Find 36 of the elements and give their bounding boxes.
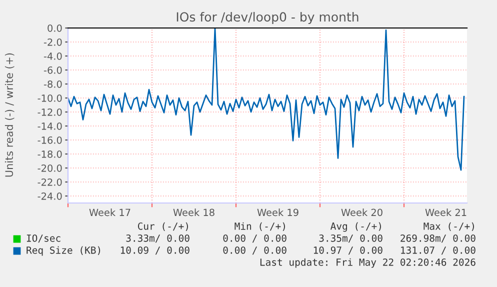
y-tick-label: -16.0 [38, 136, 62, 144]
y-tick-label: -2.0 [44, 38, 62, 46]
text: 10.09 / 0.00 [120, 246, 190, 255]
text: 269.98m/ 0.00 [400, 234, 476, 243]
y-tick-label: -10.0 [38, 94, 62, 102]
x-tick-label: Week 18 [173, 208, 214, 216]
y-tick-label: -24.0 [38, 192, 62, 200]
text: Cur (-/+) [138, 222, 188, 231]
y-tick-label: -14.0 [38, 122, 62, 130]
legend-label: IO/sec [26, 234, 60, 243]
text: 131.07 / 0.00 [401, 246, 476, 255]
y-tick-label: -20.0 [38, 164, 62, 172]
legend-label: Req Size (KB) [26, 246, 100, 256]
text: Last update: Fri May 22 02:20:46 2026 [260, 258, 476, 268]
y-tick-label: 0.0 [48, 24, 62, 32]
x-tick-label: Week 17 [89, 208, 130, 216]
text: 0.00 / 0.00 [223, 246, 286, 255]
y-tick-label: -12.0 [38, 108, 62, 116]
y-tick-label: -4.0 [44, 52, 62, 60]
text: 0.00 / 0.00 [223, 234, 286, 243]
x-tick-label: Week 19 [257, 208, 298, 216]
x-tick-label: Week 21 [425, 208, 466, 216]
y-tick-label: -18.0 [38, 150, 62, 158]
text: Min (-/+) [234, 222, 285, 231]
y-tick-label: -22.0 [38, 178, 62, 186]
y-tick-label: -8.0 [44, 80, 62, 88]
text: 10.97 / 0.00 [314, 246, 382, 255]
line-series [68, 28, 465, 171]
x-tick-label: Week 20 [341, 208, 382, 216]
y-axis-title: Units read (-) / write (+) [4, 53, 14, 177]
text: Max (-/+) [424, 222, 474, 231]
text: Avg (-/+) [330, 222, 381, 232]
chart-title: IOs for /dev/loop0 - by month [176, 12, 358, 24]
text: 3.35m/ 0.00 [319, 234, 382, 243]
y-tick-label: -6.0 [44, 66, 62, 74]
text: 3.33m/ 0.00 [126, 234, 190, 243]
